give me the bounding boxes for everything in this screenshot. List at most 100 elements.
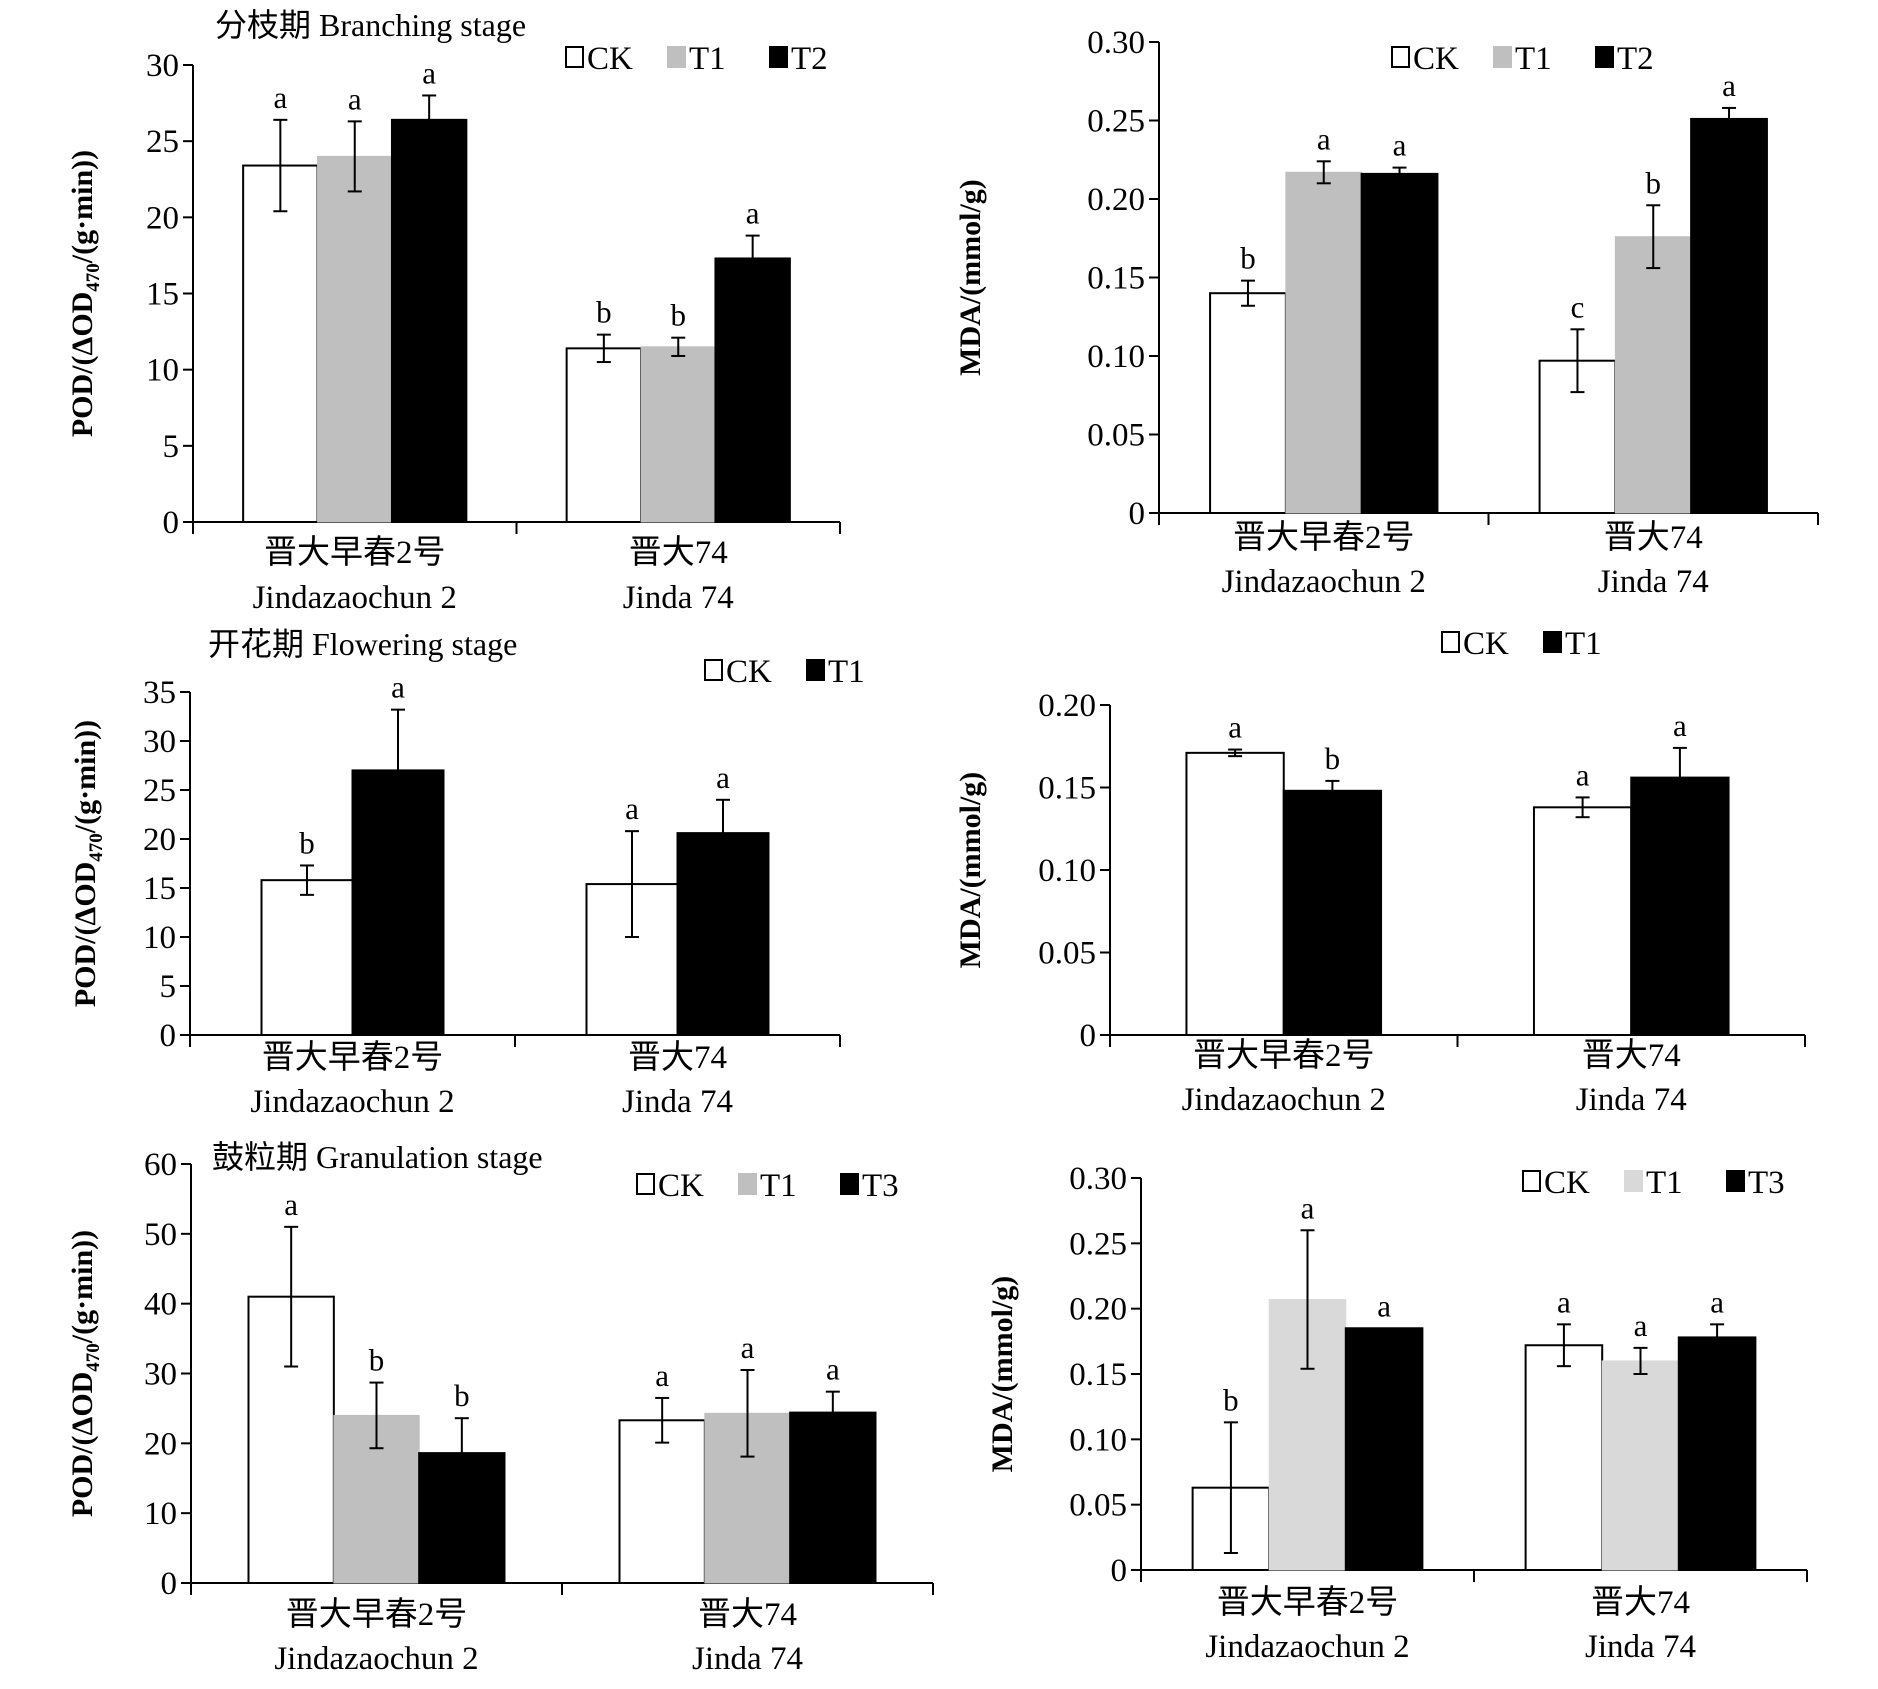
significance-letter: a [1393, 128, 1407, 163]
legend-swatch-t3 [1726, 1170, 1745, 1192]
category-label-cn: 晋大早春2号 [264, 534, 446, 571]
legend-label: T1 [689, 41, 726, 77]
bar-t3 [1344, 1327, 1424, 1572]
legend-swatch-ck [1441, 631, 1460, 653]
significance-letter: a [826, 1352, 840, 1387]
chart-5: 0 10 20 30 40 50 60 鼓粒期 Granulation stage POD/(Δ… [66, 1139, 934, 1677]
bar-t1 [1282, 789, 1383, 1036]
y-tick-label: 0.20 [1038, 688, 1096, 724]
significance-letter: a [1228, 710, 1242, 745]
legend-label: T1 [1515, 41, 1552, 77]
legend-swatch-t2 [769, 46, 788, 68]
legend-label: CK [1544, 1165, 1590, 1201]
category-label-en: Jindazaochun 2 [274, 1641, 478, 1677]
legend-swatch-t1 [806, 659, 825, 681]
bar-t1 [1614, 236, 1692, 514]
y-label-part: /(g·min)) [69, 720, 102, 834]
y-axis-label: MDA/(mmol/g) [954, 772, 987, 969]
y-label-part: MDA/(mmol/g) [954, 772, 987, 969]
significance-letter: a [284, 1187, 298, 1222]
significance-letter: a [391, 670, 405, 705]
legend-swatch-t1 [738, 1173, 757, 1195]
y-label-subscript: 470 [86, 833, 107, 862]
legend-label: T3 [862, 1168, 899, 1204]
y-tick-label: 0.20 [1069, 1292, 1127, 1328]
category-label-cn: 晋大早春2号 [1217, 1584, 1399, 1621]
category-label-cn: 晋大早春2号 [1193, 1037, 1375, 1074]
bar-t2 [714, 257, 791, 523]
significance-letter: b [1646, 165, 1662, 200]
legend-swatch-t2 [1595, 46, 1614, 68]
bar-ck [1524, 1344, 1604, 1571]
legend-label: CK [1413, 41, 1459, 77]
y-tick-label: 0 [161, 1566, 178, 1602]
significance-letter: a [716, 760, 730, 795]
bar-t1 [317, 155, 393, 523]
legend-swatch-ck [565, 46, 584, 68]
legend-swatch-ck [636, 1173, 655, 1195]
category-label-en: Jinda 74 [623, 580, 734, 616]
significance-letter: b [1223, 1382, 1239, 1417]
y-label-part: MDA/(mmol/g) [954, 179, 987, 376]
significance-letter: a [746, 196, 760, 231]
significance-letter: a [1317, 121, 1331, 156]
category-label-cn: 晋大74 [628, 1039, 727, 1076]
y-label-subscript: 470 [83, 1343, 104, 1372]
significance-letter: b [454, 1378, 470, 1413]
y-tick-label: 20 [144, 1426, 177, 1462]
significance-letter: b [299, 825, 315, 860]
y-tick-label: 25 [146, 124, 179, 160]
legend-label: T1 [1646, 1165, 1683, 1201]
significance-letter: b [1240, 241, 1256, 276]
significance-letter: a [1301, 1190, 1315, 1225]
y-tick-label: 15 [143, 871, 176, 907]
y-tick-label: 0.30 [1087, 25, 1145, 61]
chart-6: 0 0.05 0.10 0.15 0.20 0.25 0.30 MDA/(mmol/g) 晋大早… [986, 1161, 1808, 1665]
significance-letter: a [1576, 757, 1590, 792]
y-tick-label: 0.05 [1038, 936, 1096, 972]
chart-title: 开花期 Flowering stage [208, 626, 517, 662]
category-label-en: Jinda 74 [622, 1084, 733, 1120]
category-label-en: Jindazaochun 2 [1222, 564, 1426, 600]
category-label-cn: 晋大74 [1604, 519, 1703, 556]
y-tick-label: 20 [143, 822, 176, 858]
y-tick-label: 0.25 [1087, 104, 1145, 140]
chart-title: 鼓粒期 Granulation stage [212, 1139, 543, 1175]
bar-ck [260, 879, 354, 1036]
bar-t3 [789, 1411, 877, 1585]
significance-letter: a [273, 80, 287, 115]
bar-ck [1532, 806, 1633, 1036]
legend-swatch-t3 [840, 1173, 859, 1195]
y-tick-label: 0.05 [1069, 1488, 1127, 1524]
significance-letter: a [741, 1330, 755, 1365]
y-axis-label: MDA/(mmol/g) [986, 1276, 1019, 1473]
category-label-cn: 晋大早春2号 [262, 1039, 444, 1076]
y-tick-label: 10 [146, 353, 179, 389]
y-tick-label: 20 [146, 200, 179, 236]
legend-label: T3 [1748, 1165, 1785, 1201]
chart-4: 0 0.05 0.10 0.15 0.20 MDA/(mmol/g) 晋大早春2号 Jinda… [954, 626, 1806, 1118]
category-label-en: Jindazaochun 2 [1205, 1629, 1409, 1665]
y-label-part: POD/(ΔOD [66, 1372, 99, 1517]
y-tick-label: 25 [143, 773, 176, 809]
significance-letter: a [1673, 708, 1687, 743]
chart-title: 分枝期 Branching stage [215, 7, 526, 43]
y-tick-label: 40 [144, 1287, 177, 1323]
legend-label: T2 [1617, 41, 1654, 77]
y-label-part: /(g·min)) [66, 1230, 99, 1344]
legend-label: CK [587, 41, 633, 77]
y-tick-label: 0 [1111, 1553, 1128, 1589]
bar-t1 [640, 346, 716, 523]
significance-letter: a [1557, 1284, 1571, 1319]
chart-1: 0 5 10 15 20 25 30 分枝期 Branching stage POD/(ΔOD4… [66, 7, 841, 616]
legend-swatch-t1 [667, 46, 686, 68]
legend-label: T1 [760, 1168, 797, 1204]
y-tick-label: 10 [144, 1496, 177, 1532]
y-tick-label: 0.10 [1069, 1422, 1127, 1458]
bar-t2 [1690, 117, 1768, 515]
y-tick-label: 0.25 [1069, 1226, 1127, 1262]
y-tick-label: 0 [163, 505, 180, 541]
y-tick-label: 0 [1129, 496, 1146, 532]
category-label-cn: 晋大早春2号 [1233, 519, 1415, 556]
